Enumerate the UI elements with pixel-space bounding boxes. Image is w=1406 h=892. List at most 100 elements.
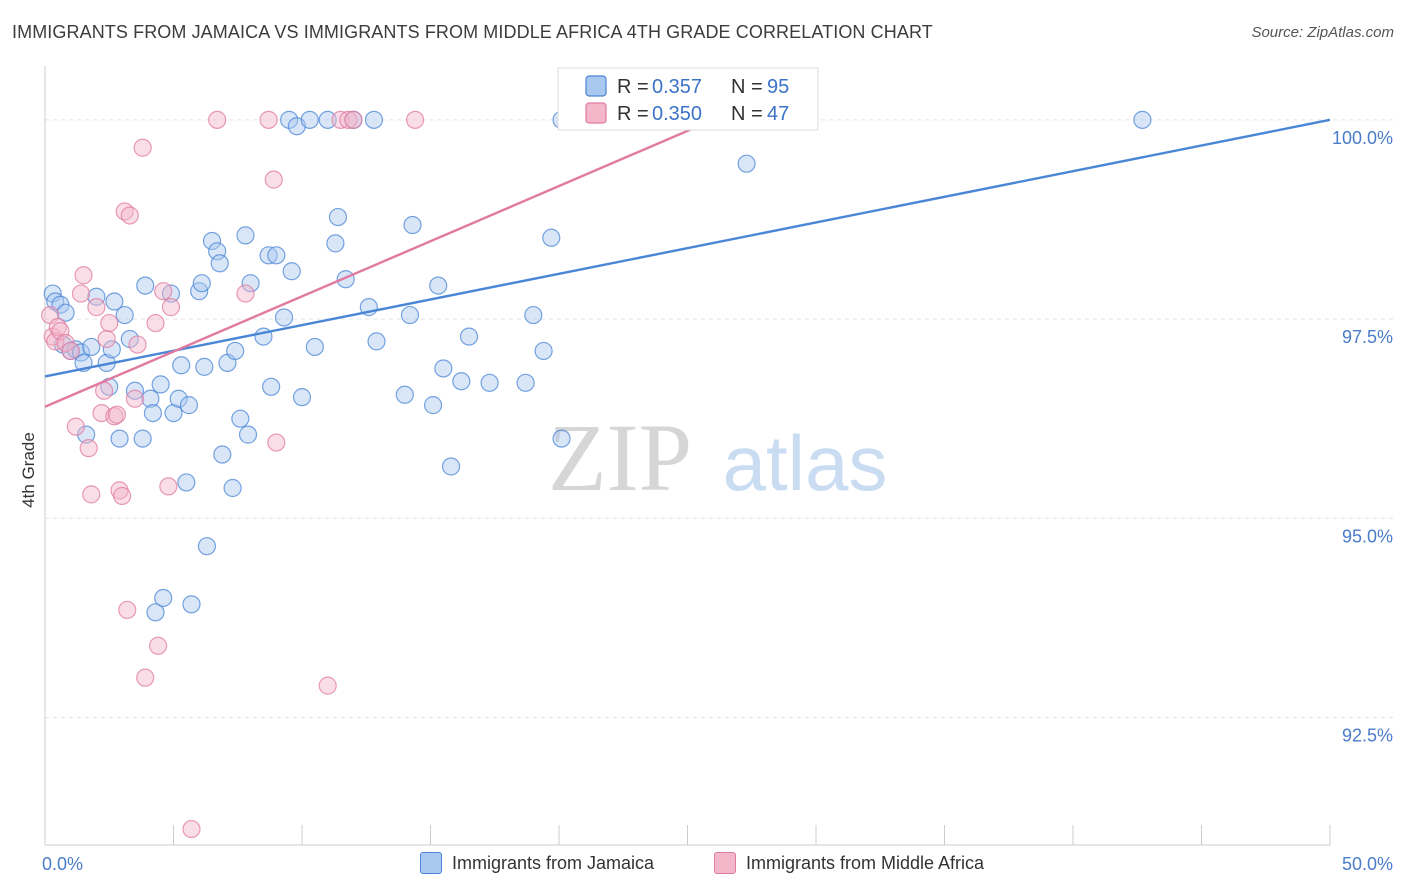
point-middle-africa-22	[118, 600, 137, 620]
point-middle-africa-33	[182, 819, 201, 839]
point-jamaica-31	[177, 473, 196, 492]
y-tick-labels: 100.0% 97.5% 95.0% 92.5%	[1332, 128, 1393, 746]
point-middle-africa-41	[339, 110, 358, 129]
legend-r-label-1: R =	[617, 76, 649, 98]
point-middle-africa-31	[159, 477, 178, 496]
point-middle-africa-9	[74, 266, 93, 285]
point-jamaica-23	[143, 403, 163, 423]
point-middle-africa-24	[125, 389, 145, 408]
point-middle-africa-35	[236, 284, 255, 303]
point-jamaica-24	[151, 375, 170, 394]
point-jamaica-43	[223, 478, 242, 498]
legend-n-label-2: N =	[731, 103, 763, 125]
legend-r-value-1: 0.357	[652, 76, 702, 98]
watermark-zip: ZIP	[548, 404, 692, 511]
point-jamaica-29	[169, 389, 188, 408]
point-jamaica-71	[423, 396, 443, 415]
point-middle-africa-6	[61, 341, 80, 361]
point-middle-africa-34	[208, 110, 227, 129]
point-jamaica-38	[202, 231, 222, 251]
point-middle-africa-36	[259, 110, 278, 129]
point-jamaica-70	[403, 215, 422, 235]
point-middle-africa-8	[71, 284, 91, 303]
legend-n-value-2: 47	[767, 103, 789, 125]
point-jamaica-10	[82, 337, 101, 357]
point-jamaica-35	[192, 274, 211, 293]
legend-n-value-1: 95	[767, 76, 789, 98]
point-middle-africa-43	[405, 110, 425, 129]
point-jamaica-77	[480, 373, 499, 392]
point-jamaica-61	[326, 234, 345, 253]
point-jamaica-68	[395, 385, 414, 404]
point-jamaica-22	[141, 389, 160, 408]
point-jamaica-74	[441, 457, 461, 476]
point-jamaica-40	[210, 254, 229, 273]
point-middle-africa-11	[82, 485, 101, 504]
point-jamaica-11	[87, 287, 106, 306]
point-middle-africa-40	[331, 110, 350, 129]
point-jamaica-66	[364, 110, 384, 129]
y-tick-label-1: 97.5%	[1342, 327, 1393, 347]
point-jamaica-16	[110, 429, 129, 448]
point-jamaica-1	[46, 292, 65, 311]
point-jamaica-53	[274, 308, 294, 327]
point-jamaica-50	[259, 246, 278, 265]
point-middle-africa-15	[97, 329, 116, 349]
point-middle-africa-28	[146, 313, 165, 333]
point-jamaica-59	[305, 337, 324, 357]
point-middle-africa-26	[133, 138, 152, 157]
point-middle-africa-18	[107, 405, 127, 424]
legend-swatch-jamaica	[585, 75, 607, 97]
point-jamaica-48	[241, 274, 260, 293]
data-points	[41, 110, 1152, 839]
legend-swatch-icon-middle-africa	[714, 852, 736, 874]
legend-item-middle-africa[interactable]: Immigrants from Middle Africa	[714, 852, 984, 874]
point-jamaica-21	[136, 276, 155, 295]
point-jamaica-46	[236, 226, 255, 245]
point-jamaica-72	[429, 276, 448, 295]
legend-r-value-2: 0.350	[652, 103, 702, 125]
x-tick-label-left: 0.0%	[42, 854, 83, 874]
point-middle-africa-10	[79, 439, 98, 458]
legend-n-label-1: N =	[731, 76, 763, 98]
point-jamaica-32	[179, 396, 199, 415]
point-jamaica-45	[231, 409, 250, 428]
point-middle-africa-37	[264, 170, 283, 189]
legend-item-jamaica[interactable]: Immigrants from Jamaica	[420, 852, 654, 874]
trend-line-middle-africa	[44, 118, 714, 408]
point-middle-africa-16	[100, 313, 119, 333]
point-jamaica-28	[164, 403, 183, 423]
point-middle-africa-23	[120, 206, 139, 225]
point-jamaica-13	[102, 340, 121, 359]
point-middle-africa-42	[344, 110, 363, 129]
point-jamaica-30	[172, 356, 191, 375]
point-jamaica-85	[1133, 110, 1152, 129]
y-tick-label-2: 95.0%	[1342, 526, 1393, 546]
point-jamaica-3	[56, 303, 75, 322]
legend-label-jamaica: Immigrants from Jamaica	[452, 852, 655, 873]
point-jamaica-55	[282, 262, 301, 281]
point-jamaica-67	[367, 332, 386, 351]
chart-title: IMMIGRANTS FROM JAMAICA VS IMMIGRANTS FR…	[12, 22, 933, 42]
point-middle-africa-27	[136, 668, 155, 687]
point-middle-africa-4	[51, 321, 70, 341]
legend-r-label-2: R =	[617, 103, 649, 125]
point-jamaica-82	[552, 429, 571, 448]
point-jamaica-75	[452, 372, 471, 391]
point-jamaica-57	[300, 110, 319, 129]
point-jamaica-52	[267, 246, 286, 265]
point-middle-africa-25	[128, 335, 147, 354]
y-tick-label-3: 92.5%	[1342, 726, 1393, 746]
point-jamaica-76	[459, 327, 479, 346]
point-jamaica-44	[226, 341, 245, 361]
watermark-atlas: atlas	[723, 419, 888, 507]
point-jamaica-25	[146, 603, 165, 622]
point-jamaica-60	[318, 110, 337, 129]
point-jamaica-78	[516, 373, 535, 392]
point-jamaica-17	[115, 305, 134, 325]
point-middle-africa-29	[148, 636, 168, 655]
point-jamaica-81	[542, 228, 561, 247]
y-tick-label-0: 100.0%	[1332, 128, 1393, 148]
axes	[44, 66, 1331, 846]
point-jamaica-39	[208, 242, 227, 261]
